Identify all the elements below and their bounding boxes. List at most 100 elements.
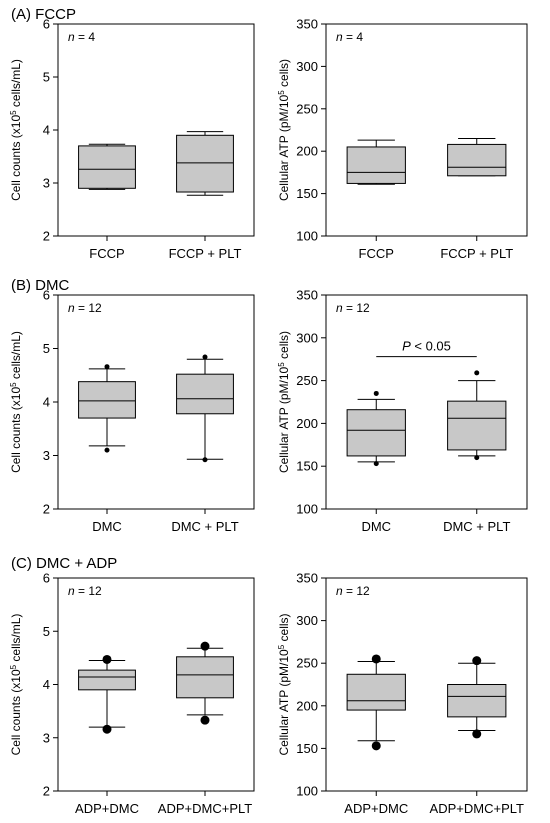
- y-tick-label: 2: [43, 229, 50, 244]
- x-tick-label: DMC: [361, 519, 391, 534]
- panel-title-b: (B) DMC: [11, 277, 69, 294]
- x-tick-label: FCCP: [89, 246, 124, 261]
- x-tick-label: FCCP + PLT: [169, 246, 242, 261]
- y-tick-label: 300: [296, 59, 318, 74]
- box-iqr: [447, 400, 507, 451]
- panel-title-a: (A) FCCP: [11, 6, 76, 23]
- plot-frame: [325, 23, 528, 237]
- y-tick-label: 150: [296, 741, 318, 756]
- y-tick-label: 4: [43, 123, 50, 138]
- plot-frame: [325, 294, 528, 510]
- y-tick-label: 100: [296, 502, 318, 517]
- y-tick-label: 100: [296, 229, 318, 244]
- x-tick-label: ADP+DMC+PLT: [430, 801, 524, 816]
- box-2: [176, 641, 234, 725]
- outlier-point: [202, 354, 208, 360]
- y-tick-label: 250: [296, 373, 318, 388]
- outlier-point: [102, 654, 112, 664]
- box-iqr: [78, 669, 136, 691]
- n-label: n = 12: [336, 584, 370, 598]
- outlier-point: [104, 364, 110, 370]
- y-tick-label: 350: [296, 17, 318, 32]
- significance-label: P < 0.05: [402, 339, 451, 354]
- outlier-point: [102, 724, 112, 734]
- y-tick-label: 250: [296, 101, 318, 116]
- chart-a-cell-counts: 2 3 4 5 6 Cell counts (x105 cells/mL) n = 4 FCC…: [9, 17, 255, 261]
- n-label: n = 12: [336, 301, 370, 315]
- box-1: [78, 654, 136, 734]
- chart-a-cellular-atp: 100 150 200 250 300 350 Cellular ATP (pM/105 c…: [277, 17, 528, 261]
- y-tick-label: 4: [43, 677, 50, 692]
- chart-c-cellular-atp: 100 150 200 250 300 350 Cellular ATP (pM/105 c…: [277, 571, 528, 816]
- outlier-point: [373, 390, 379, 396]
- outlier-point: [472, 729, 482, 739]
- box-1: [346, 139, 406, 185]
- x-tick-label: ADP+DMC: [344, 801, 408, 816]
- y-axis-label: Cell counts (x105 cells/mL): [9, 59, 24, 201]
- box-iqr: [176, 134, 234, 193]
- y-tick-label: 5: [43, 70, 50, 85]
- x-tick-label: FCCP: [359, 246, 394, 261]
- chart-b-cell-counts: 2 3 4 5 6 Cell counts (x105 cells/mL) n = 12 DM…: [9, 288, 255, 534]
- n-label: n = 12: [68, 584, 102, 598]
- y-tick-label: 5: [43, 624, 50, 639]
- y-axis-label: Cellular ATP (pM/105 cells): [277, 613, 292, 755]
- box-2: [447, 370, 507, 461]
- y-tick-label: 200: [296, 144, 318, 159]
- y-axis-label: Cell counts (x105 cells/mL): [9, 614, 24, 756]
- x-tick-label: ADP+DMC: [75, 801, 139, 816]
- outlier-point: [202, 457, 208, 463]
- box-2: [447, 137, 507, 177]
- x-tick-label: ADP+DMC+PLT: [158, 801, 252, 816]
- y-tick-label: 3: [43, 730, 50, 745]
- y-tick-label: 350: [296, 571, 318, 586]
- outlier-point: [371, 654, 381, 664]
- box-1: [346, 390, 406, 467]
- y-tick-label: 4: [43, 395, 50, 410]
- y-tick-label: 3: [43, 448, 50, 463]
- outlier-point: [200, 641, 210, 651]
- x-tick-label: DMC: [92, 519, 122, 534]
- charts-layer: 2 3 4 5 6 Cell counts (x105 cells/mL) n = 4 FCC…: [9, 17, 528, 816]
- outlier-point: [472, 656, 482, 666]
- box-iqr: [176, 656, 234, 699]
- y-tick-label: 150: [296, 186, 318, 201]
- y-axis-label: Cell counts (x105 cells/mL): [9, 331, 24, 473]
- box-iqr: [346, 146, 406, 184]
- panel-title-c: (C) DMC + ADP: [11, 555, 117, 572]
- box-iqr: [346, 673, 406, 711]
- plot-frame: [325, 577, 528, 792]
- y-tick-label: 300: [296, 330, 318, 345]
- box-iqr: [78, 145, 136, 189]
- outlier-point: [371, 741, 381, 751]
- y-tick-label: 6: [43, 288, 50, 303]
- outlier-point: [474, 455, 480, 461]
- y-tick-label: 6: [43, 571, 50, 586]
- outlier-point: [200, 715, 210, 725]
- box-iqr: [447, 143, 507, 177]
- y-tick-label: 2: [43, 502, 50, 517]
- y-axis-label: Cellular ATP (pM/105 cells): [277, 59, 292, 201]
- box-iqr: [346, 409, 406, 457]
- chart-c-cell-counts: 2 3 4 5 6 Cell counts (x105 cells/mL) n = 12 AD…: [9, 571, 255, 816]
- x-tick-label: DMC + PLT: [443, 519, 510, 534]
- y-tick-label: 100: [296, 784, 318, 799]
- box-1: [346, 654, 406, 751]
- n-label: n = 12: [68, 301, 102, 315]
- y-tick-label: 200: [296, 698, 318, 713]
- box-2: [447, 656, 507, 739]
- y-tick-label: 200: [296, 416, 318, 431]
- n-label: n = 4: [336, 30, 363, 44]
- box-2: [176, 131, 234, 196]
- n-label: n = 4: [68, 30, 95, 44]
- x-tick-label: DMC + PLT: [171, 519, 238, 534]
- outlier-point: [104, 447, 110, 453]
- chart-b-cellular-atp: 100 150 200 250 300 350 Cellular ATP (pM/105 c…: [277, 288, 528, 534]
- y-tick-label: 2: [43, 784, 50, 799]
- box-iqr: [447, 684, 507, 718]
- y-tick-label: 250: [296, 656, 318, 671]
- y-tick-label: 150: [296, 459, 318, 474]
- y-tick-label: 350: [296, 288, 318, 303]
- y-tick-label: 6: [43, 17, 50, 32]
